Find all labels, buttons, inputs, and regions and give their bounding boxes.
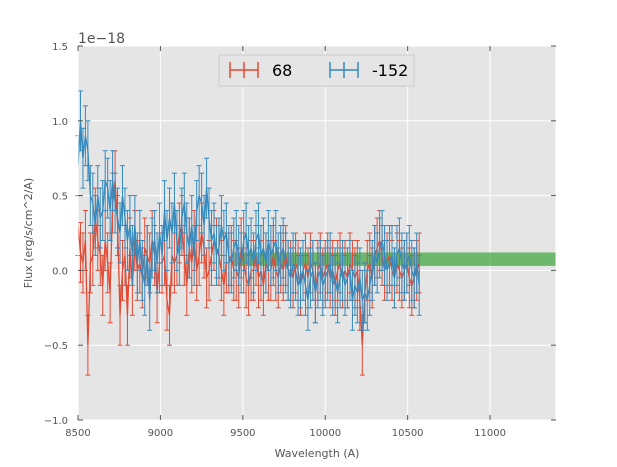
x-tick-label: 10000 (309, 428, 341, 439)
y-tick-label: 0.5 (52, 192, 68, 203)
legend-marker-neg152 (329, 62, 359, 78)
x-tick-label: 8500 (65, 428, 90, 439)
series-layer (75, 90, 422, 376)
series-line (77, 120, 420, 301)
x-tick-label: 9500 (230, 428, 255, 439)
y-offset-label: 1e−18 (78, 31, 125, 47)
y-tick-label: 1.5 (52, 42, 68, 53)
legend-marker-68 (229, 62, 259, 78)
axes-layer: 8500 9000 9500 10000 10500 11000 −1.0 −0.5 0.0 0.… (44, 42, 557, 439)
x-tick-label: 9000 (148, 428, 173, 439)
legend-label-68: 68 (272, 61, 292, 80)
y-tick-label: 0.0 (52, 266, 68, 277)
x-tick-label: 11000 (474, 428, 506, 439)
y-tick-label: −1.0 (44, 416, 68, 427)
legend-label-neg152: -152 (372, 61, 408, 80)
x-axis-label: Wavelength (A) (275, 447, 360, 460)
plot-border (77, 45, 557, 421)
y-tick-label: −0.5 (44, 341, 68, 352)
y-tick-label: 1.0 (52, 117, 68, 128)
x-tick-label: 10500 (392, 428, 424, 439)
series-neg152 (75, 90, 422, 331)
y-axis-label: Flux (erg/s/cm^2/A) (22, 178, 35, 288)
legend: 68 -152 (218, 54, 415, 87)
